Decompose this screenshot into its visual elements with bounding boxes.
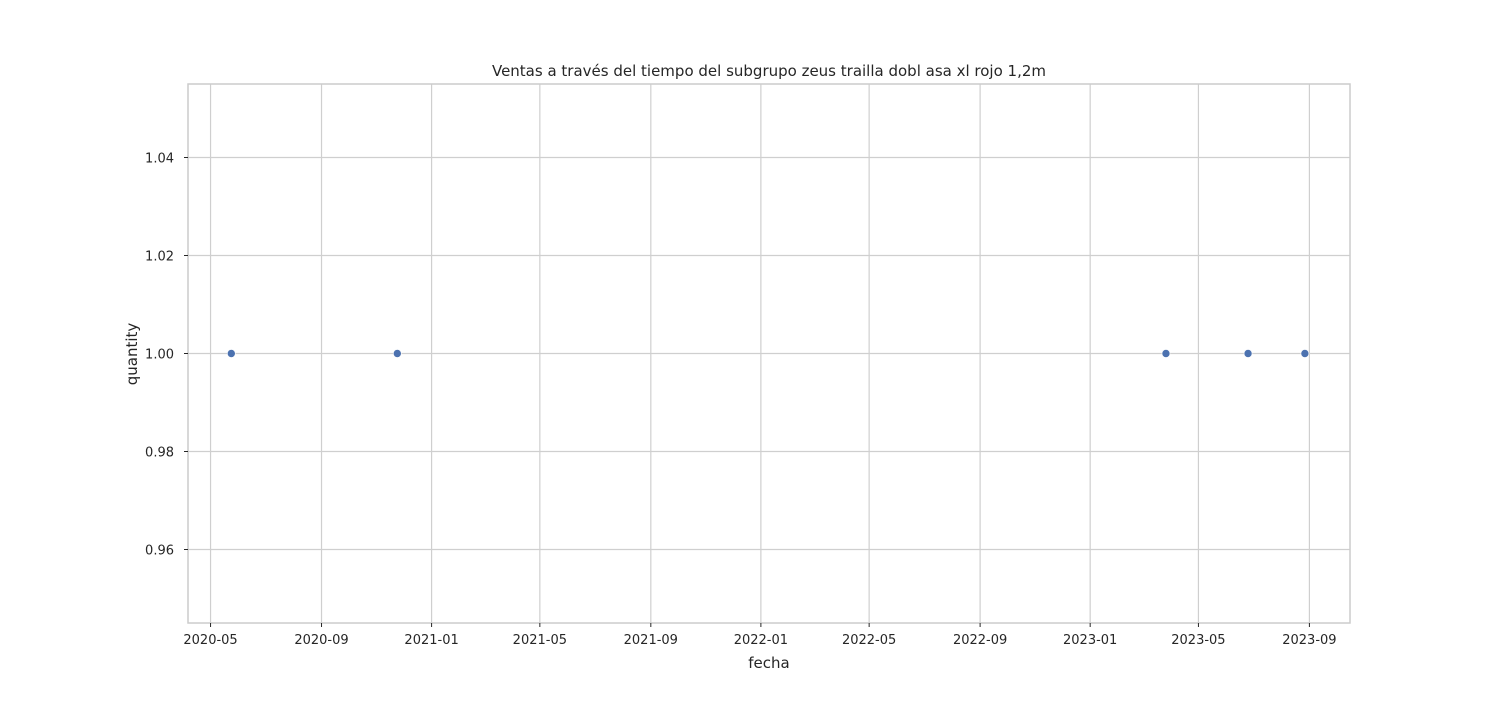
data-point — [1243, 349, 1253, 358]
x-axis-label: fecha — [748, 654, 789, 672]
y-axis-label: quantity — [123, 323, 141, 386]
y-tick-label: 0.96 — [145, 544, 174, 559]
y-tick-label: 0.98 — [145, 446, 174, 461]
x-tick-label: 2023-05 — [1171, 633, 1225, 648]
x-tick-label: 2023-01 — [1063, 633, 1117, 648]
x-tick-label: 2021-01 — [404, 633, 458, 648]
y-tick-label: 1.00 — [145, 348, 174, 363]
x-tick-label: 2022-09 — [953, 633, 1007, 648]
y-tick-label: 1.04 — [145, 152, 174, 167]
x-tick-label: 2020-05 — [183, 633, 237, 648]
x-tick-label: 2023-09 — [1282, 633, 1336, 648]
data-point — [1161, 349, 1171, 358]
x-tick-label: 2022-01 — [734, 633, 788, 648]
data-point — [393, 349, 402, 358]
x-tick-label: 2021-05 — [513, 633, 567, 648]
chart-title: Ventas a través del tiempo del subgrupo … — [492, 62, 1046, 80]
x-tick-label: 2021-09 — [624, 633, 678, 648]
x-tick-label: 2020-09 — [294, 633, 348, 648]
grid — [188, 84, 1350, 623]
data-point — [227, 349, 236, 358]
axis-ticks: 2020-05 2020-09 2021-01 2021-05 2021-09 2022-… — [145, 152, 1337, 649]
x-tick-label: 2022-05 — [842, 633, 896, 648]
y-tick-label: 1.02 — [145, 250, 174, 265]
data-point — [1300, 349, 1310, 358]
data-points — [227, 349, 1310, 358]
